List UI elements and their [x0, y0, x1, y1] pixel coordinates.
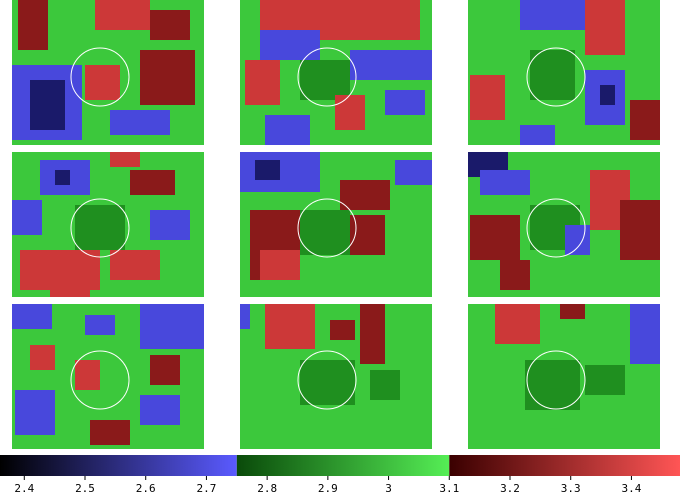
- x-tick-label: 2.6: [136, 482, 156, 495]
- colorbar-segment: [449, 455, 680, 476]
- colorbar-segment: [236, 455, 450, 476]
- panel: [468, 304, 660, 449]
- panel: [240, 304, 432, 449]
- x-tick-label: 2.5: [75, 482, 95, 495]
- x-tick-label: 3.4: [621, 482, 641, 495]
- panel: [12, 152, 204, 297]
- x-tick-label: 3.3: [561, 482, 581, 495]
- x-tick-label: 2.8: [257, 482, 277, 495]
- x-tick-label: 3: [385, 482, 392, 495]
- panel: [468, 152, 660, 297]
- x-tick-label: 2.9: [318, 482, 338, 495]
- x-tick-label: 2.4: [14, 482, 34, 495]
- panel: [240, 152, 432, 297]
- panel: [240, 0, 432, 145]
- x-tick-label: 3.1: [439, 482, 459, 495]
- x-tick-label: 3.2: [500, 482, 520, 495]
- panel: [12, 0, 204, 145]
- x-tick-label: 2.7: [196, 482, 216, 495]
- panel: [468, 0, 660, 145]
- colorbar-segment: [0, 455, 237, 476]
- panel: [12, 304, 204, 449]
